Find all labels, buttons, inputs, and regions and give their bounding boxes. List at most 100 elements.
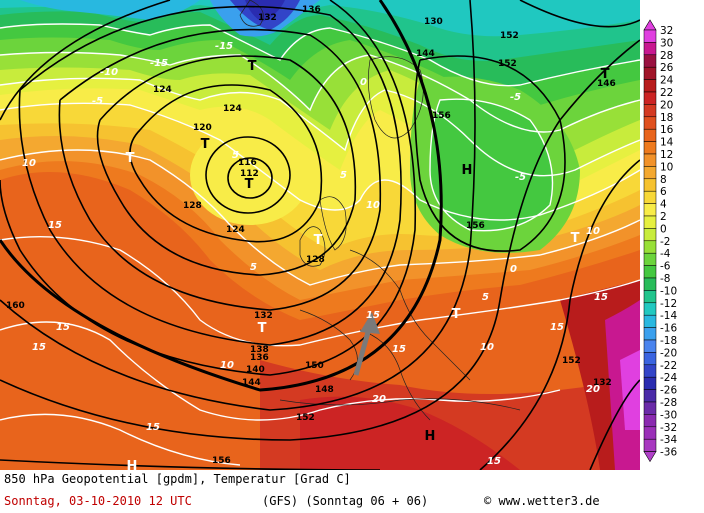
low-marker: T: [601, 67, 610, 82]
isohypse-label: 144: [416, 49, 435, 59]
legend-swatch: [643, 339, 657, 353]
isotherm-label: 10: [366, 200, 380, 211]
low-marker: T: [201, 137, 210, 152]
legend-tick-label: -36: [660, 447, 677, 459]
legend-swatch: [643, 128, 657, 142]
temp-band-neg24: [245, 0, 285, 22]
legend-tick-label: -24: [660, 372, 677, 384]
isotherm-label: 15: [146, 422, 160, 433]
low-marker: T: [126, 151, 135, 166]
isohypse-label: 152: [500, 31, 519, 41]
low-marker: T: [248, 59, 257, 74]
isohypse-label: 128: [306, 255, 325, 265]
legend-tick-label: -32: [660, 422, 677, 434]
legend-tick-label: -22: [660, 360, 677, 372]
isotherm-label: 5: [232, 150, 239, 161]
legend-tick-label: -18: [660, 335, 677, 347]
isohypse-label: 140: [246, 365, 265, 375]
legend-swatch: [643, 252, 657, 266]
map-panel: T T T T T T T T T H H H 116 112 120 124 …: [0, 0, 640, 470]
legend-swatch: [643, 104, 657, 118]
isotherm-label: 15: [487, 456, 501, 467]
legend-swatch: [643, 91, 657, 105]
isohypse-label: 112: [240, 169, 259, 179]
low-marker: T: [258, 321, 267, 336]
legend-tick-label: -2: [660, 236, 670, 248]
legend-tick-label: -28: [660, 397, 677, 409]
low-marker: T: [314, 233, 323, 248]
legend-tick-label: -20: [660, 347, 677, 359]
isotherm-label: 15: [550, 322, 564, 333]
isotherm-label: 0: [510, 264, 517, 275]
legend-tick-label: 30: [660, 37, 673, 49]
isohypse-label: 156: [212, 456, 231, 466]
copyright-notice: © www.wetter3.de: [484, 494, 600, 508]
isotherm-label: 15: [48, 220, 62, 231]
isotherm-label: 5: [250, 262, 257, 273]
legend-tick-label: 18: [660, 112, 673, 124]
isohypse-label: 132: [254, 311, 273, 321]
legend-swatches: [643, 19, 657, 463]
legend-swatch: [643, 277, 657, 291]
legend-swatch: [643, 190, 657, 204]
legend-tick-label: -4: [660, 248, 671, 260]
legend-tick-label: 32: [660, 25, 673, 37]
isotherm-label: 15: [392, 344, 406, 355]
legend-swatch: [643, 265, 657, 279]
temp-band-32: [620, 350, 640, 430]
legend-swatch: [643, 54, 657, 68]
temp-band-neg12: [0, 0, 640, 37]
isotherm-label: 0: [360, 77, 367, 88]
low-marker: T: [245, 177, 254, 192]
temperature-isotherms: [0, 23, 640, 466]
isotherm-label: 20: [372, 394, 386, 405]
isotherm-label: -15: [215, 41, 233, 52]
isohypse-label: 130: [424, 17, 443, 27]
isotherm-label: -10: [100, 67, 118, 78]
legend-swatch: [643, 178, 657, 192]
legend-swatch: [643, 376, 657, 390]
pressure-centres: T T T T T T T T T H H H: [126, 59, 610, 470]
isotherm-label: -15: [150, 58, 168, 69]
temp-band-22: [300, 396, 520, 470]
legend-swatch: [643, 203, 657, 217]
isohypse-label: 148: [315, 385, 334, 395]
high-marker: H: [127, 459, 138, 470]
isotherm-label: 5: [482, 292, 489, 303]
legend-tick-label: 28: [660, 50, 673, 62]
legend-tick-label: 12: [660, 149, 673, 161]
legend-swatch: [643, 364, 657, 378]
temperature-colour-scale: 32 30 28 26 24 22 20 18 16 14 12 10 8 6 4 2 0 -2 -4 -6 -8 -10…: [640, 0, 704, 470]
isohypse-label: 136: [250, 353, 269, 363]
legend-swatch: [643, 302, 657, 316]
legend-swatch: [643, 228, 657, 242]
isohypse-label: 150: [305, 361, 324, 371]
legend-tick-label: 22: [660, 87, 673, 99]
legend-tick-label: 4: [660, 199, 667, 211]
legend-swatch: [643, 327, 657, 341]
isohypse-label: 132: [258, 13, 277, 23]
legend-tick-label: -16: [660, 323, 677, 335]
isotherm-label: 5: [340, 170, 347, 181]
legend-tick-label: 2: [660, 211, 667, 223]
footer-caption: 850 hPa Geopotential [gpdm], Temperatur …: [0, 470, 704, 513]
isohypse-label: 160: [6, 301, 25, 311]
legend-tick-label: 8: [660, 174, 667, 186]
legend-swatch: [643, 141, 657, 155]
high-marker: H: [425, 429, 436, 444]
legend-swatch: [643, 314, 657, 328]
legend-tick-label: -26: [660, 385, 677, 397]
isotherm-label: 15: [366, 310, 380, 321]
isotherm-label: 15: [56, 322, 70, 333]
legend-tick-label: 6: [660, 186, 667, 198]
legend-cap-top: [643, 19, 657, 31]
isotherm-label: 10: [220, 360, 234, 371]
legend-swatch: [643, 166, 657, 180]
legend-tick-label: -10: [660, 285, 677, 297]
legend-swatch: [643, 66, 657, 80]
legend-swatch: [643, 438, 657, 452]
legend-swatch: [643, 389, 657, 403]
legend-tick-label: 24: [660, 75, 674, 87]
legend-swatch: [643, 215, 657, 229]
